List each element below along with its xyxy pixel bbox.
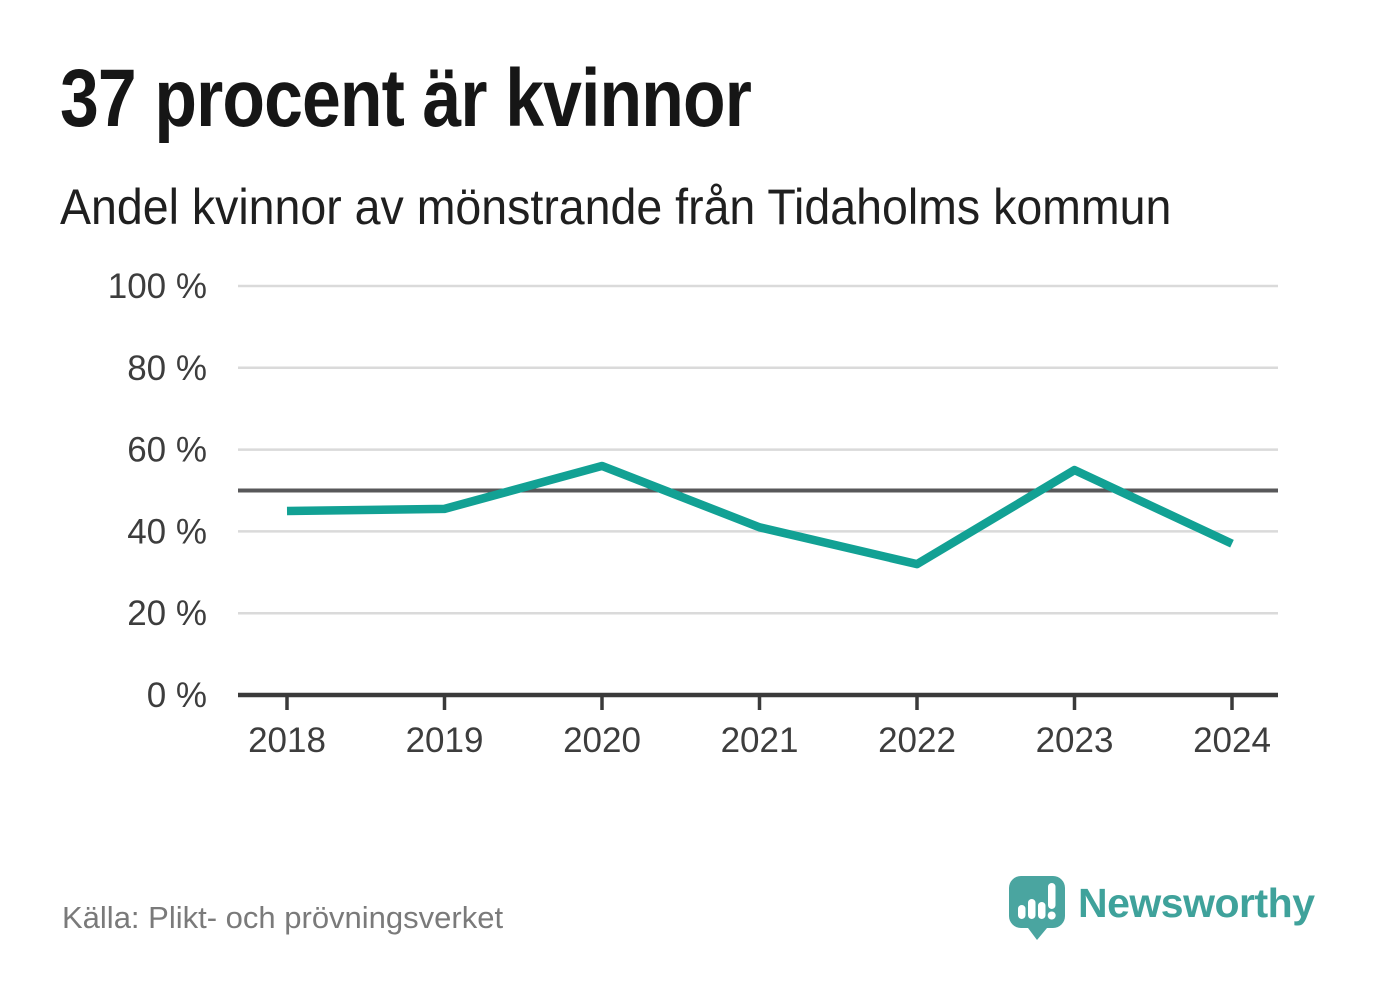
x-tick-label-2023: 2023 xyxy=(1036,721,1114,760)
x-tick-label-2021: 2021 xyxy=(721,721,799,760)
chart-subtitle: Andel kvinnor av mönstrande från Tidahol… xyxy=(60,179,1172,235)
logo-bar-1 xyxy=(1018,905,1026,919)
y-tick-label-0: 0 % xyxy=(147,676,207,715)
y-tick-label-20: 20 % xyxy=(127,594,207,633)
x-tick-label-2019: 2019 xyxy=(406,721,484,760)
logo-bar-2 xyxy=(1028,899,1036,919)
logo-exclamation-dot xyxy=(1047,911,1056,920)
line-chart: 0 % 20 % 40 % 60 % 80 % 100 % 2018 2019 2020 2021… xyxy=(108,267,1278,760)
logo-exclamation-bar xyxy=(1048,883,1056,909)
x-tick-label-2022: 2022 xyxy=(878,721,956,760)
logo-bar-3 xyxy=(1038,902,1046,919)
source-note: Källa: Plikt- och prövningsverket xyxy=(62,900,504,935)
y-tick-label-40: 40 % xyxy=(127,512,207,551)
x-tick-label-2020: 2020 xyxy=(563,721,641,760)
newsworthy-logo: Newsworthy xyxy=(1008,872,1315,944)
y-tick-label-60: 60 % xyxy=(127,431,207,470)
brand-name: Newsworthy xyxy=(1078,879,1315,926)
x-tick-label-2018: 2018 xyxy=(248,721,326,760)
x-tick-label-2024: 2024 xyxy=(1193,721,1271,760)
chart-title: 37 procent är kvinnor xyxy=(60,53,752,144)
y-tick-label-100: 100 % xyxy=(108,267,207,306)
newsworthy-logo-icon xyxy=(1009,876,1065,940)
y-tick-label-80: 80 % xyxy=(127,349,207,388)
data-line-andel-kvinnor-av-m-nstrande xyxy=(286,461,1234,569)
